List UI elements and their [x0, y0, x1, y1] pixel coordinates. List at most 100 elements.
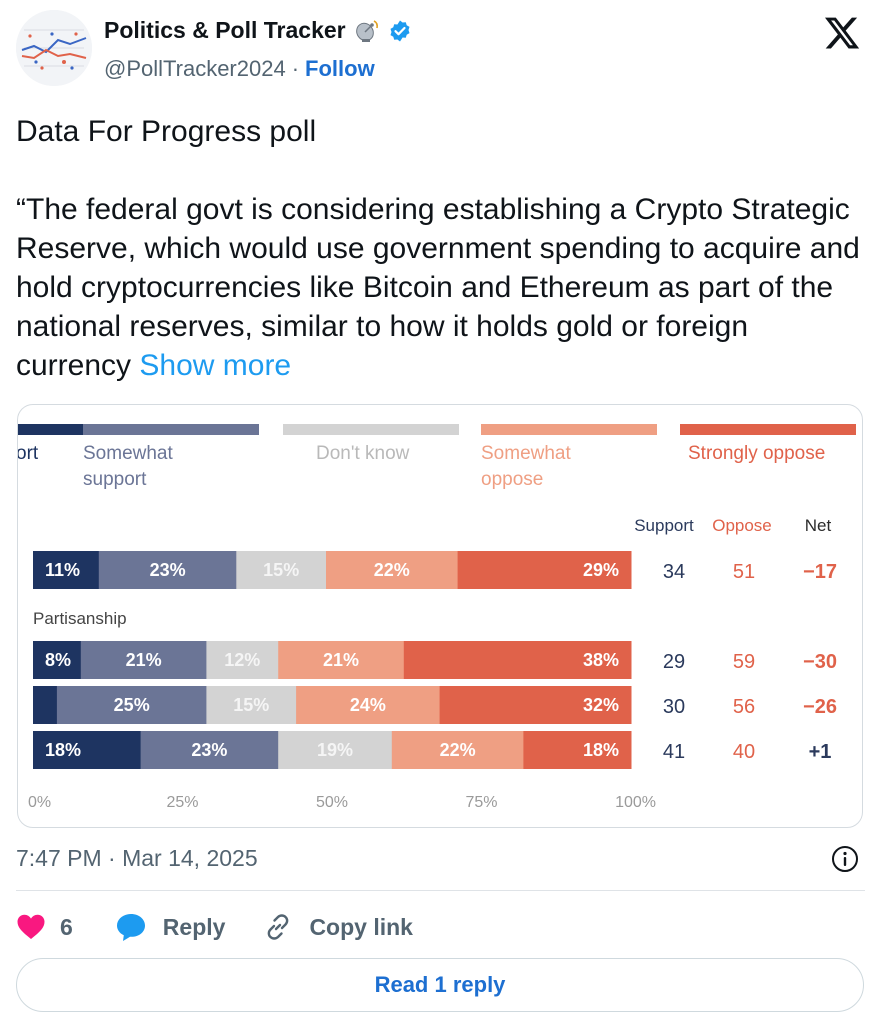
separator-dot: · — [291, 56, 300, 81]
oppose-value-r0: 51 — [733, 561, 755, 583]
action-bar: 6 Reply Copy link — [16, 905, 413, 949]
bar-label-r0-s0: 11% — [45, 560, 80, 580]
oppose-value-r2: 56 — [733, 696, 755, 718]
bar-segment-r3-s2 — [278, 731, 393, 769]
bar-segment-r2-s3 — [296, 686, 441, 724]
bar-label-r3-s1: 23% — [191, 740, 227, 760]
net-value-r0: −17 — [803, 561, 837, 583]
x-tick-4: 100% — [615, 794, 656, 811]
bar-segment-r1-s0 — [33, 641, 82, 679]
summary-header-support: Support — [634, 516, 694, 535]
bar-segment-r3-s4 — [523, 731, 632, 769]
legend-label-0: ort — [18, 443, 39, 464]
group-label: Partisanship — [33, 609, 127, 628]
bar-segment-r0-s0 — [33, 551, 100, 589]
bar-label-r0-s2: 15% — [263, 560, 299, 580]
bar-label-r3-s4: 18% — [583, 740, 619, 760]
bar-segment-r2-s4 — [439, 686, 632, 724]
avatar-chart-icon — [16, 10, 92, 86]
bar-label-r1-s1: 21% — [126, 650, 162, 670]
bar-segment-r0-s2 — [236, 551, 327, 589]
bar-label-r2-s1: 25% — [114, 695, 150, 715]
timestamp[interactable]: 7:47 PM · Mar 14, 2025 — [16, 845, 258, 871]
legend-swatch-1 — [83, 424, 259, 435]
bar-segment-r2-s0 — [33, 686, 58, 724]
follow-button[interactable]: Follow — [305, 56, 375, 81]
display-name[interactable]: Politics & Poll Tracker — [104, 17, 346, 43]
bar-label-r2-s4: 32% — [583, 695, 619, 715]
bar-label-r0-s4: 29% — [583, 560, 619, 580]
show-more-link[interactable]: Show more — [139, 349, 292, 382]
copy-link-button[interactable]: Copy link — [263, 912, 413, 942]
tweet-line-title: Data For Progress poll — [16, 115, 317, 148]
bar-label-r1-s0: 8% — [45, 650, 71, 670]
bar-label-r3-s2: 19% — [317, 740, 353, 760]
bar-label-r0-s3: 22% — [374, 560, 410, 580]
read-replies-button[interactable]: Read 1 reply — [16, 958, 864, 1012]
bar-segment-r0-s3 — [326, 551, 459, 589]
stacked-bar-chart: ort Somewhat support Don't know Somewhat oppo… — [18, 424, 856, 811]
name-row: Politics & Poll Tracker — [104, 17, 412, 44]
handle[interactable]: @PollTracker2024 — [104, 56, 286, 81]
read-replies-label: Read 1 reply — [374, 972, 506, 997]
legend-label-2: Don't know — [316, 443, 410, 464]
net-value-r1: −30 — [803, 651, 837, 673]
bar-segment-r1-s3 — [278, 641, 405, 679]
oppose-value-r1: 59 — [733, 651, 755, 673]
divider — [16, 890, 865, 891]
bar-segment-r0-s1 — [98, 551, 237, 589]
bar-label-r2-s3: 24% — [350, 695, 386, 715]
support-value-r2: 30 — [663, 696, 685, 718]
legend-label-1-line1: Somewhat — [83, 443, 173, 464]
legend-swatch-3 — [481, 424, 657, 435]
support-value-r3: 41 — [663, 741, 685, 763]
bar-label-r1-s2: 12% — [224, 650, 260, 670]
legend-label-4: Strongly oppose — [688, 443, 825, 464]
reply-button[interactable]: Reply — [115, 912, 226, 942]
legend-swatch-2 — [283, 424, 459, 435]
bar-segment-r1-s4 — [403, 641, 632, 679]
bar-segment-r1-s2 — [206, 641, 279, 679]
bar-label-r2-s2: 15% — [233, 695, 269, 715]
bar-label-r0-s1: 23% — [150, 560, 186, 580]
x-tick-3: 75% — [465, 794, 497, 811]
legend-label-3-line2: oppose — [481, 469, 543, 490]
tweet-text: Data For Progress poll “The federal govt… — [16, 112, 866, 385]
legend-swatch-4 — [680, 424, 856, 435]
chart-image[interactable]: ort Somewhat support Don't know Somewhat oppo… — [17, 404, 863, 828]
net-value-r3: +1 — [809, 741, 832, 763]
x-logo[interactable] — [823, 14, 861, 52]
summary-header-oppose: Oppose — [712, 516, 772, 535]
support-value-r1: 29 — [663, 651, 685, 673]
reply-bubble-icon — [116, 914, 145, 941]
link-icon — [268, 914, 289, 940]
heart-icon — [17, 914, 45, 939]
verified-badge-icon — [390, 20, 410, 41]
legend-label-3-line1: Somewhat — [481, 443, 571, 464]
bar-label-r1-s3: 21% — [323, 650, 359, 670]
x-tick-2: 50% — [316, 794, 348, 811]
x-tick-1: 25% — [166, 794, 198, 811]
tweet-body-text: “The federal govt is considering establi… — [16, 193, 860, 382]
oppose-value-r3: 40 — [733, 741, 755, 763]
reply-label: Reply — [162, 913, 226, 940]
legend-label-1-line2: support — [83, 469, 147, 490]
copy-link-label: Copy link — [309, 913, 413, 940]
support-value-r0: 34 — [663, 561, 685, 583]
bar-segment-r0-s4 — [457, 551, 632, 589]
x-tick-0: 0% — [28, 794, 51, 811]
bar-label-r3-s3: 22% — [440, 740, 476, 760]
bar-segment-r1-s1 — [80, 641, 207, 679]
avatar[interactable] — [16, 10, 92, 86]
like-button[interactable]: 6 — [16, 913, 73, 941]
summary-header-net: Net — [805, 516, 832, 535]
bar-segment-r3-s0 — [33, 731, 142, 769]
bar-segment-r3-s3 — [391, 731, 524, 769]
bar-segment-r2-s2 — [206, 686, 297, 724]
tweet-body: “The federal govt is considering establi… — [16, 190, 866, 385]
bar-label-r3-s0: 18% — [45, 740, 81, 760]
info-icon[interactable] — [831, 845, 859, 873]
satellite-dish-emoji — [355, 19, 378, 42]
bar-segment-r2-s1 — [56, 686, 207, 724]
bar-segment-r3-s1 — [140, 731, 279, 769]
